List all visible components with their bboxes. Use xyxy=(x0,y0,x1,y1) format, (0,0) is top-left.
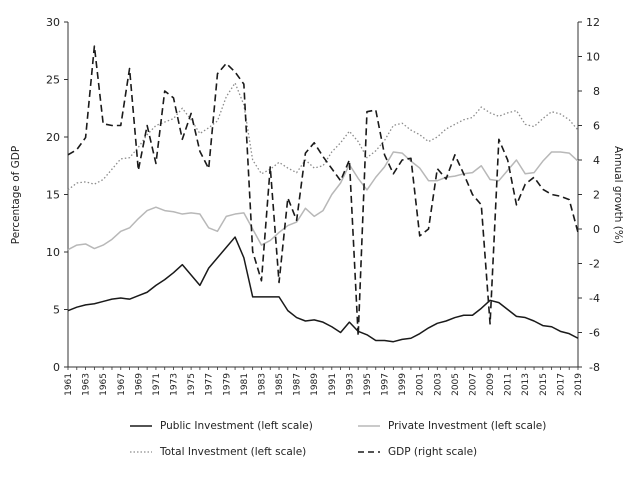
x-tick-label: 2005 xyxy=(451,373,461,396)
x-tick-label: 2015 xyxy=(539,373,549,396)
x-tick-label: 1999 xyxy=(398,373,408,396)
y-left-tick-label: 20 xyxy=(46,131,60,144)
legend-swatch-private-investment xyxy=(358,425,380,427)
y-right-tick-label: -8 xyxy=(589,361,600,374)
legend-label-private-investment: Private Investment (left scale) xyxy=(388,420,547,432)
y-left-tick-label: 5 xyxy=(53,304,60,317)
y-left-tick-label: 10 xyxy=(46,246,60,259)
x-tick-label: 2007 xyxy=(468,373,478,396)
x-tick-label: 1965 xyxy=(99,373,109,396)
legend-item-total-investment: Total Investment (left scale) xyxy=(130,446,306,458)
x-tick-label: 1997 xyxy=(381,373,391,396)
legend-item-private-investment: Private Investment (left scale) xyxy=(358,420,546,432)
y-axis-right-label: Annual growth (%) xyxy=(611,145,624,244)
y-left-tick-label: 0 xyxy=(53,361,60,374)
axes-layer xyxy=(67,22,579,368)
x-tick-label: 1973 xyxy=(170,373,180,396)
y-right-tick-label: 12 xyxy=(586,16,600,29)
chart-legend: Public Investment (left scale) Private I… xyxy=(130,418,570,468)
legend-swatch-gdp xyxy=(358,451,380,453)
legend-swatch-public-investment xyxy=(130,425,152,427)
x-tick-label: 1991 xyxy=(328,373,338,396)
x-tick-label: 2011 xyxy=(504,373,514,396)
legend-item-public-investment: Public Investment (left scale) xyxy=(130,420,313,432)
x-tick-label: 1963 xyxy=(82,373,92,396)
series-layer xyxy=(67,45,579,343)
legend-label-total-investment: Total Investment (left scale) xyxy=(160,446,307,458)
legend-item-gdp: GDP (right scale) xyxy=(358,446,477,458)
x-tick-label: 1993 xyxy=(345,373,355,396)
x-tick-label: 1961 xyxy=(64,373,74,396)
y-right-tick-label: 0 xyxy=(593,223,600,236)
x-tick-label: 2017 xyxy=(556,373,566,396)
y-left-tick-label: 25 xyxy=(46,74,60,87)
x-tick-label: 1977 xyxy=(205,373,215,396)
y-right-tick-label: 8 xyxy=(593,85,600,98)
x-tick-label: 1969 xyxy=(134,373,144,396)
y-right-tick-label: 10 xyxy=(586,51,600,64)
y-left-tick-label: 15 xyxy=(46,189,60,202)
y-right-tick-label: -4 xyxy=(589,292,600,305)
legend-label-gdp: GDP (right scale) xyxy=(388,446,478,458)
x-tick-label: 1981 xyxy=(240,373,250,396)
y-right-tick-label: 2 xyxy=(593,189,600,202)
series-line-private-investment-left-scale xyxy=(67,151,579,251)
series-line-gdp-right-scale xyxy=(67,45,579,337)
y-left-tick-label: 30 xyxy=(46,16,60,29)
x-tick-label: 1979 xyxy=(222,373,232,396)
x-tick-label: 2003 xyxy=(433,373,443,396)
x-tick-label: 1971 xyxy=(152,373,162,396)
x-tick-label: 2013 xyxy=(521,373,531,396)
x-tick-label: 1989 xyxy=(310,373,320,396)
y-right-tick-label: -6 xyxy=(589,327,600,340)
legend-swatch-total-investment xyxy=(130,451,152,453)
y-right-tick-label: 6 xyxy=(593,120,600,133)
x-tick-label: 2009 xyxy=(486,373,496,396)
y-axis-left-label: Percentage of GDP xyxy=(10,145,23,244)
series-line-public-investment-left-scale xyxy=(67,236,579,343)
x-tick-label: 1975 xyxy=(187,373,197,396)
y-right-tick-label: 4 xyxy=(593,154,600,167)
x-tick-label: 1983 xyxy=(257,373,267,396)
legend-label-public-investment: Public Investment (left scale) xyxy=(160,420,313,432)
x-tick-label: 2001 xyxy=(416,373,426,396)
ticks-layer: 0 5 10 15 20 25 30 -8 -6 -4 -2 0 2 4 6 8 10 12 1961 1963 196… xyxy=(46,16,600,396)
y-right-tick-label: -2 xyxy=(589,258,600,271)
x-tick-label: 1995 xyxy=(363,373,373,396)
x-tick-label: 1985 xyxy=(275,373,285,396)
x-tick-label: 2019 xyxy=(574,373,584,396)
x-tick-label: 1967 xyxy=(117,373,127,396)
x-tick-label: 1987 xyxy=(293,373,303,396)
